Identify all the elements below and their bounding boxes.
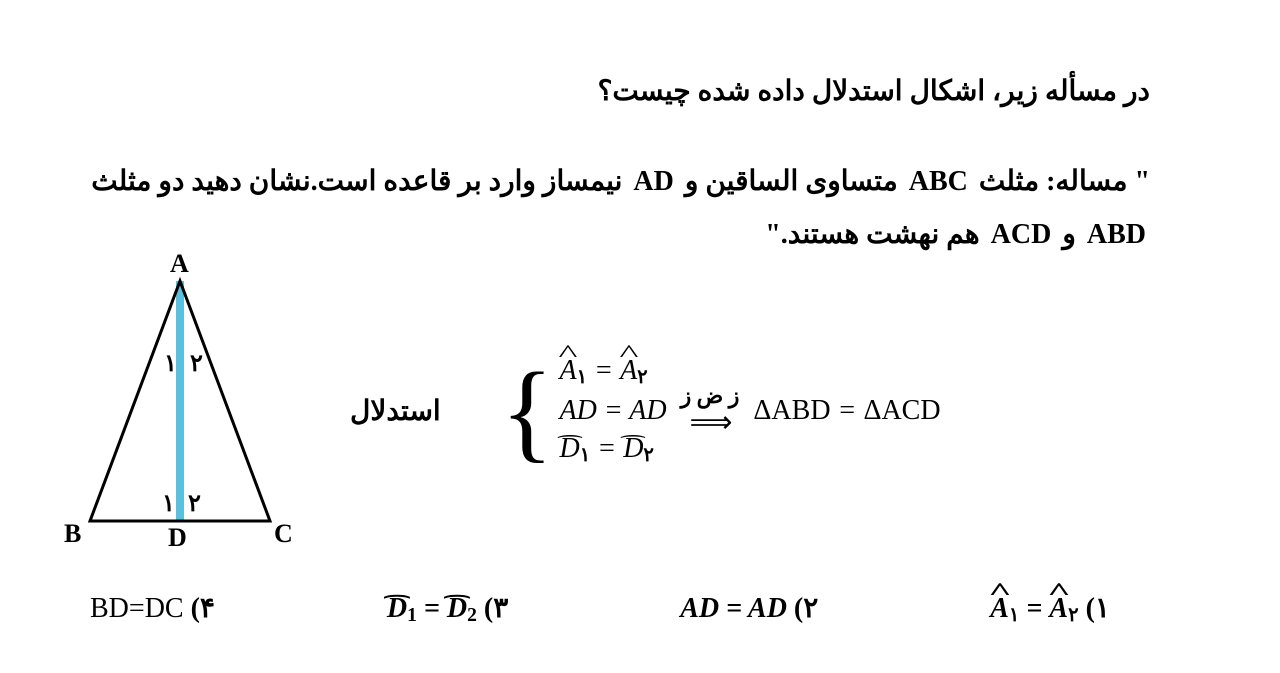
question-title: در مسأله زیر، اشکال استدلال داده شده چیس… (50, 70, 1150, 115)
o3-d1: D (387, 593, 407, 625)
o1-s2: ۲ (1068, 605, 1079, 626)
text: و (1055, 219, 1083, 250)
options-row: BD=DC (۴ D1 = D2 (۳ AD = AD (۲ A۱ = A۲ (… (50, 561, 1150, 627)
o2-l: AD (680, 593, 719, 624)
a2-hat: A (620, 355, 637, 387)
o3-s2: 2 (467, 605, 477, 626)
option-2: AD = AD (۲ (680, 591, 818, 627)
vertex-b: B (64, 519, 81, 549)
angle-d2: ۲ (188, 491, 201, 517)
cases: A۱ = A۲ AD = AD D۱ = D۲ (560, 355, 667, 467)
reasoning-block: استدلال { A۱ = A۲ AD = AD D۱ (310, 355, 1150, 467)
eq: = (1026, 593, 1049, 624)
vertex-d: D (168, 523, 187, 553)
eq: = (594, 355, 620, 386)
o3-d2: D (447, 593, 467, 625)
mid-row: ۱ ۲ ۱ ۲ A B C D استدلال { A۱ = A۲ (50, 261, 1150, 561)
tri-acd: ΔACD (863, 395, 940, 426)
d2-sub: ۲ (643, 445, 654, 466)
o3-s1: 1 (407, 605, 417, 626)
triangle-2: ACD (987, 208, 1056, 261)
triangle-1: ABD (1083, 208, 1150, 261)
o2-r: AD (748, 593, 787, 624)
angle-a2: ۲ (190, 351, 203, 377)
opt3-num: (۳ (484, 593, 508, 624)
arrow-icon: ⟹ (689, 405, 730, 440)
d1-hat: D (560, 433, 580, 465)
cases-group: { A۱ = A۲ AD = AD D۱ = (501, 355, 667, 467)
tri-abd: ΔABD (753, 395, 830, 426)
opt2-num: (۲ (794, 593, 818, 624)
opt4-num: (۴ (191, 593, 215, 624)
conclusion: ΔABD = ΔACD (753, 395, 940, 427)
a1-hat: A (560, 355, 577, 387)
eq: = (604, 395, 629, 426)
reasoning-label: استدلال (350, 394, 441, 428)
left-brace: { (501, 362, 554, 461)
a2-sub: ۲ (637, 367, 648, 388)
o1-a1: A (990, 593, 1009, 625)
option-3: D1 = D2 (۳ (387, 591, 508, 627)
implies: ز ض ز ⟹ (681, 383, 740, 440)
text: نیمساز وارد بر قاعده است.نشان دهید دو مث… (91, 166, 629, 197)
case-3: D۱ = D۲ (560, 433, 667, 467)
case-1: A۱ = A۲ (560, 355, 667, 389)
text: متساوی الساقین و (678, 166, 905, 197)
ad-l: AD (560, 395, 597, 426)
text: " مساله: مثلث (972, 166, 1150, 197)
bisector-name: AD (629, 155, 677, 208)
vertex-a: A (170, 249, 189, 279)
ad-r: AD (629, 395, 666, 426)
triangle-name: ABC (905, 155, 972, 208)
angle-a1: ۱ (164, 351, 177, 377)
d2-hat: D (623, 433, 643, 465)
eq: = (726, 593, 748, 624)
triangle-figure: ۱ ۲ ۱ ۲ A B C D (50, 261, 310, 561)
case-2: AD = AD (560, 395, 667, 427)
a1-sub: ۱ (577, 367, 588, 388)
option-4: BD=DC (۴ (90, 591, 215, 627)
opt1-num: (۱ (1086, 593, 1110, 624)
vertex-c: C (274, 519, 293, 549)
option-1: A۱ = A۲ (۱ (990, 591, 1110, 627)
d1-sub: ۱ (580, 445, 591, 466)
o1-a2: A (1049, 593, 1068, 625)
text: هم نهشت هستند." (765, 219, 986, 250)
page: در مسأله زیر، اشکال استدلال داده شده چیس… (0, 0, 1280, 673)
angle-d1: ۱ (162, 491, 175, 517)
o1-s1: ۱ (1009, 605, 1020, 626)
opt4-text: BD=DC (90, 593, 184, 624)
problem-statement: " مساله: مثلث ABC متساوی الساقین و AD نی… (50, 155, 1150, 261)
eq: = (838, 395, 864, 426)
